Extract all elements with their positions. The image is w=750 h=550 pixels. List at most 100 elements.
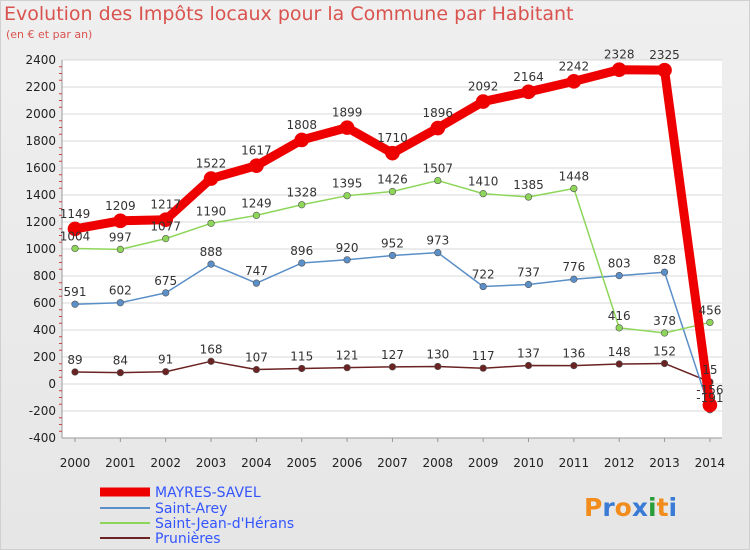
- data-label: 136: [562, 347, 585, 361]
- data-point: [294, 132, 310, 148]
- data-label: 722: [472, 268, 495, 282]
- y-axis-ticks: -400 -200 0 200 400 600 800 1000 1200 1400 1600 180…: [25, 53, 62, 445]
- data-point: [162, 368, 170, 376]
- data-label: 91: [158, 353, 173, 367]
- data-point: [660, 359, 669, 368]
- data-point: [252, 211, 260, 219]
- data-label: 107: [245, 351, 268, 365]
- data-label: 2092: [468, 80, 499, 94]
- data-label: 1209: [105, 199, 136, 213]
- data-point: [207, 219, 215, 227]
- data-point: [207, 260, 215, 268]
- logo-letter: t: [657, 493, 669, 522]
- x-tick-label: 2010: [513, 456, 544, 470]
- data-point: [660, 329, 669, 337]
- data-label: 997: [109, 230, 132, 244]
- y-tick-label: -200: [29, 404, 56, 418]
- logo-letter: i: [648, 493, 657, 522]
- data-label: 1899: [332, 106, 363, 120]
- data-point: [615, 324, 623, 332]
- data-point: [657, 62, 672, 78]
- x-tick-label: 2008: [423, 456, 454, 470]
- data-point: [434, 249, 442, 257]
- y-tick-label: 2200: [25, 80, 56, 94]
- data-label: 2242: [559, 59, 590, 73]
- data-point: [615, 271, 623, 280]
- data-label: 152: [653, 344, 676, 358]
- y-tick-label: 2400: [25, 53, 56, 67]
- y-tick-label: -400: [29, 431, 56, 445]
- data-point: [615, 360, 623, 368]
- data-point: [339, 120, 355, 135]
- data-label: 456: [698, 303, 721, 317]
- legend-label: Prunières: [155, 531, 221, 547]
- data-point: [434, 176, 442, 185]
- data-point: [521, 84, 536, 100]
- data-labels: 1149 1209 1217 1522 1617 1808 1899 1710 1896 2092…: [60, 48, 724, 405]
- x-tick-label: 2011: [559, 456, 590, 470]
- data-point: [475, 94, 491, 109]
- data-label: 602: [109, 284, 132, 298]
- data-point: [570, 275, 578, 283]
- data-label: 121: [336, 349, 359, 363]
- data-point: [702, 397, 718, 413]
- data-label: 1077: [150, 220, 181, 234]
- data-label: 1522: [196, 157, 227, 171]
- data-point: [660, 268, 669, 276]
- data-label: 1507: [423, 162, 454, 176]
- y-tick-label: 1400: [25, 188, 56, 202]
- x-tick-label: 2004: [241, 456, 272, 470]
- data-label: 2164: [513, 70, 544, 84]
- data-label: 1190: [196, 204, 227, 218]
- data-point: [252, 365, 260, 374]
- data-label: 89: [67, 353, 82, 367]
- data-point: [430, 120, 446, 136]
- x-tick-label: 2001: [105, 456, 136, 470]
- data-label: 1448: [559, 170, 590, 184]
- data-label: 896: [290, 244, 313, 258]
- x-tick-label: 2002: [150, 456, 181, 470]
- data-point: [162, 235, 170, 243]
- data-point: [611, 62, 627, 78]
- logo-letter: i: [669, 493, 678, 522]
- data-label: 1149: [60, 207, 91, 221]
- data-label: 168: [200, 342, 223, 356]
- data-point: [434, 362, 442, 371]
- x-tick-label: 2014: [695, 456, 726, 470]
- logo-letter: r: [602, 493, 615, 522]
- data-point: [479, 190, 487, 198]
- data-label: 776: [562, 260, 585, 274]
- data-label: 2325: [649, 48, 680, 62]
- data-label: 591: [64, 285, 87, 299]
- data-label: 1328: [286, 186, 317, 200]
- logo-letter: o: [615, 493, 632, 522]
- chart-title: Evolution des Impôts locaux pour la Comm…: [4, 3, 574, 25]
- data-point: [298, 201, 306, 209]
- legend-label: MAYRES-SAVEL: [155, 485, 261, 501]
- y-tick-label: 1000: [25, 242, 56, 256]
- data-label: 747: [245, 264, 268, 278]
- data-point: [706, 318, 714, 327]
- y-tick-label: 1800: [25, 134, 56, 148]
- data-point: [252, 279, 260, 287]
- data-label: 1004: [60, 229, 91, 243]
- data-label: 973: [426, 234, 449, 248]
- data-label: 888: [200, 245, 223, 259]
- data-point: [113, 213, 128, 229]
- data-label: 1395: [332, 177, 363, 191]
- data-point: [249, 158, 264, 174]
- data-label: 1808: [286, 118, 317, 132]
- data-label: 137: [517, 347, 540, 361]
- y-tick-label: 800: [33, 269, 56, 283]
- data-point: [388, 251, 397, 260]
- logo-letter: P: [584, 493, 602, 522]
- data-label: 920: [336, 241, 359, 255]
- legend-label: Saint-Arey: [155, 501, 227, 517]
- x-tick-label: 2006: [332, 456, 363, 470]
- logo-letter: x: [632, 493, 648, 522]
- data-point: [116, 245, 124, 254]
- x-tick-label: 2013: [649, 456, 680, 470]
- data-point: [566, 74, 582, 89]
- x-tick-label: 2007: [377, 456, 408, 470]
